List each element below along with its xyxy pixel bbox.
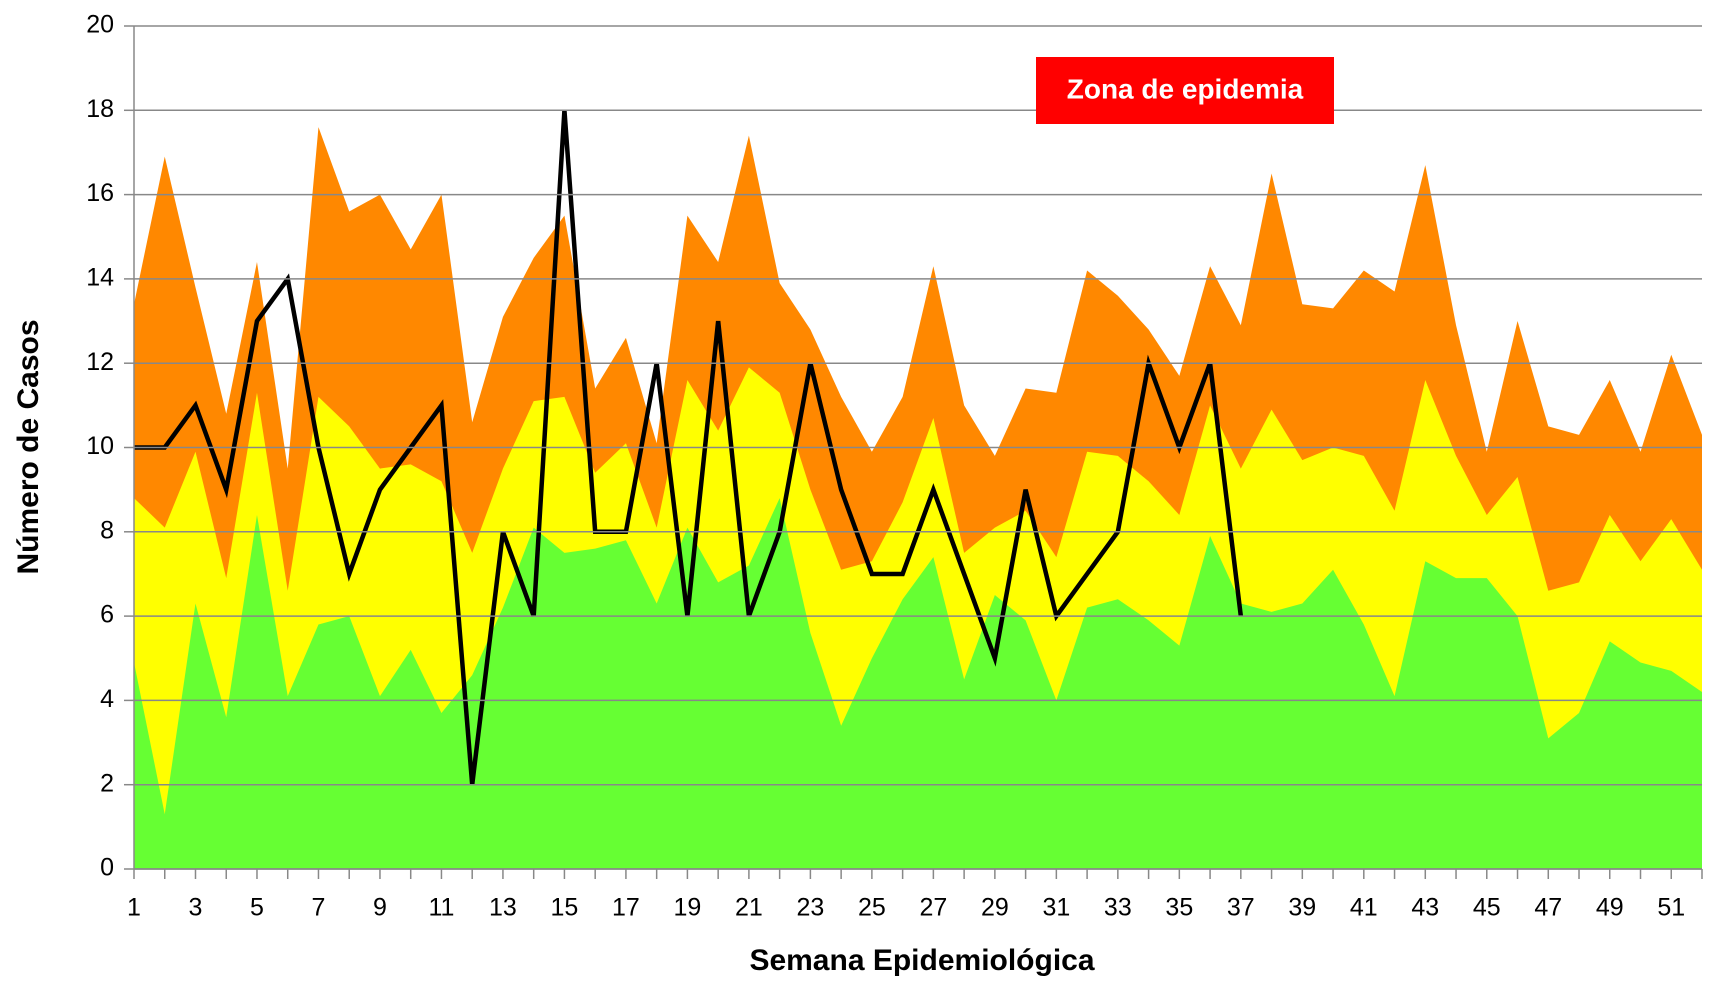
x-tick-label: 13 xyxy=(489,894,517,922)
y-tick-label: 0 xyxy=(100,854,114,882)
x-tick-label: 35 xyxy=(1165,894,1193,922)
x-tick-label: 21 xyxy=(735,894,763,922)
y-tick-label: 4 xyxy=(100,685,114,713)
y-axis-title: Número de Casos xyxy=(12,319,45,574)
x-tick-label: 29 xyxy=(981,894,1009,922)
annotation: Zona de epidemia xyxy=(1067,73,1304,104)
x-tick-label: 31 xyxy=(1042,894,1070,922)
x-tick-label: 47 xyxy=(1534,894,1562,922)
y-tick-label: 16 xyxy=(86,179,114,207)
x-tick-label: 25 xyxy=(858,894,886,922)
x-tick-label: 1 xyxy=(127,894,141,922)
y-tick-label: 12 xyxy=(86,348,114,376)
x-tick-label: 43 xyxy=(1411,894,1439,922)
y-tick-label: 14 xyxy=(86,264,114,292)
x-tick-label: 51 xyxy=(1657,894,1685,922)
x-tick-label: 37 xyxy=(1227,894,1255,922)
x-tick-label: 5 xyxy=(250,894,264,922)
x-tick-label: 9 xyxy=(373,894,387,922)
x-tick-label: 49 xyxy=(1596,894,1624,922)
y-tick-label: 18 xyxy=(86,95,114,123)
annotation-box xyxy=(1036,57,1334,124)
x-tick-label: 33 xyxy=(1104,894,1132,922)
y-tick-label: 20 xyxy=(86,11,114,39)
y-tick-label: 2 xyxy=(100,769,114,797)
x-tick-label: 39 xyxy=(1288,894,1316,922)
x-axis-title: Semana Epidemiológica xyxy=(749,944,1094,977)
x-tick-label: 45 xyxy=(1473,894,1501,922)
x-tick-label: 3 xyxy=(189,894,203,922)
x-tick-label: 11 xyxy=(428,894,454,922)
x-tick-label: 41 xyxy=(1350,894,1378,922)
y-tick-label: 6 xyxy=(100,601,114,629)
x-tick-label: 23 xyxy=(796,894,824,922)
x-tick-label: 17 xyxy=(612,894,640,922)
y-tick-label: 8 xyxy=(100,516,114,544)
x-tick-label: 15 xyxy=(551,894,579,922)
x-tick-label: 27 xyxy=(919,894,947,922)
x-tick-label: 19 xyxy=(674,894,702,922)
y-tick-label: 10 xyxy=(86,432,114,460)
x-tick-label: 7 xyxy=(312,894,326,922)
